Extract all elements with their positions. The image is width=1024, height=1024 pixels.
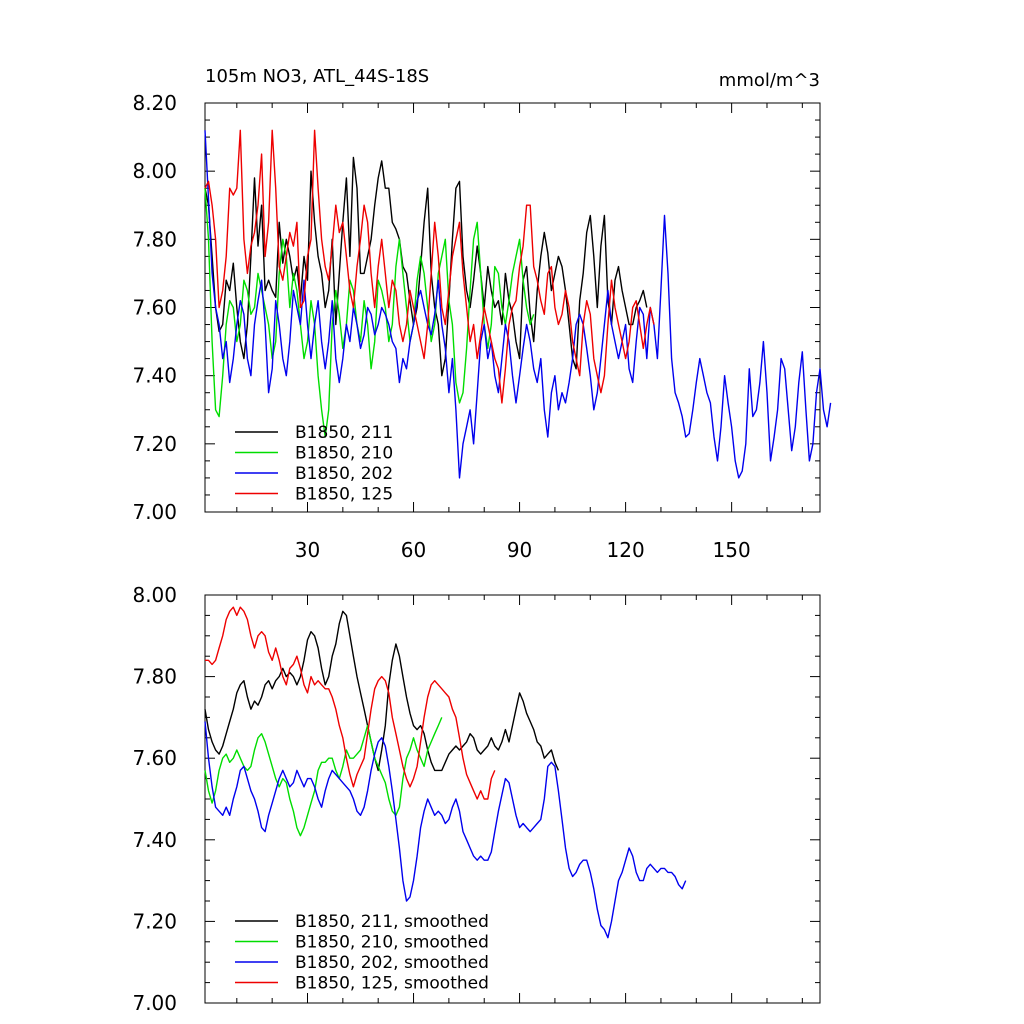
top-panel: 105m NO3, ATL_44S-18S mmol/m^3 7.007.207… [132,66,832,562]
x-tick-label: 120 [607,538,645,562]
y-tick-label: 7.80 [132,227,177,251]
y-tick-label: 8.20 [132,91,177,115]
series-line [204,610,560,772]
series-line [204,130,832,479]
y-tick-label: 7.60 [132,746,177,770]
y-tick-label: 7.20 [132,432,177,456]
y-tick-label: 7.40 [132,364,177,388]
y-tick-label: 8.00 [132,159,177,183]
chart-title: 105m NO3, ATL_44S-18S [205,66,429,87]
y-tick-label: 8.00 [132,583,177,607]
y-tick-label: 7.00 [132,500,177,524]
bottom-axes: 7.00 7.20 7.40 7.60 7.80 8.00 [132,583,821,1015]
bottom-panel: 7.00 7.20 7.40 7.60 7.80 8.00 B1850, 211, smo… [132,583,821,1015]
legend-label: B1850, 210, smoothed [295,933,489,953]
series-line [205,606,496,800]
x-tick-label: 150 [713,538,751,562]
legend-label: B1850, 211 [295,423,393,443]
legend-label: B1850, 210 [295,444,393,464]
series-line [204,129,655,404]
y-tick-label: 7.40 [132,828,177,852]
bottom-series-lines [204,606,687,939]
series-line [204,188,535,438]
legend-label: B1850, 125 [295,485,393,505]
legend-label: B1850, 202, smoothed [295,953,489,973]
x-tick-label: 30 [295,538,320,562]
legend-label: B1850, 125, smoothed [295,974,489,994]
series-line [204,156,648,377]
legend-label: B1850, 202 [295,464,393,484]
x-tick-label: 60 [401,538,426,562]
legend-label: B1850, 211, smoothed [295,912,489,932]
top-series-lines [204,129,832,479]
y-tick-label: 7.80 [132,665,177,689]
x-tick-label: 90 [507,538,532,562]
top-axes: 7.00 7.20 7.40 7.60 7.80 8.00 8.20 30 60 90 120 150 [132,91,821,562]
y-tick-label: 7.60 [132,296,177,320]
series-line [204,721,687,939]
y-tick-label: 7.00 [132,991,177,1015]
y-tick-label: 7.20 [132,909,177,933]
units-label: mmol/m^3 [719,70,820,91]
